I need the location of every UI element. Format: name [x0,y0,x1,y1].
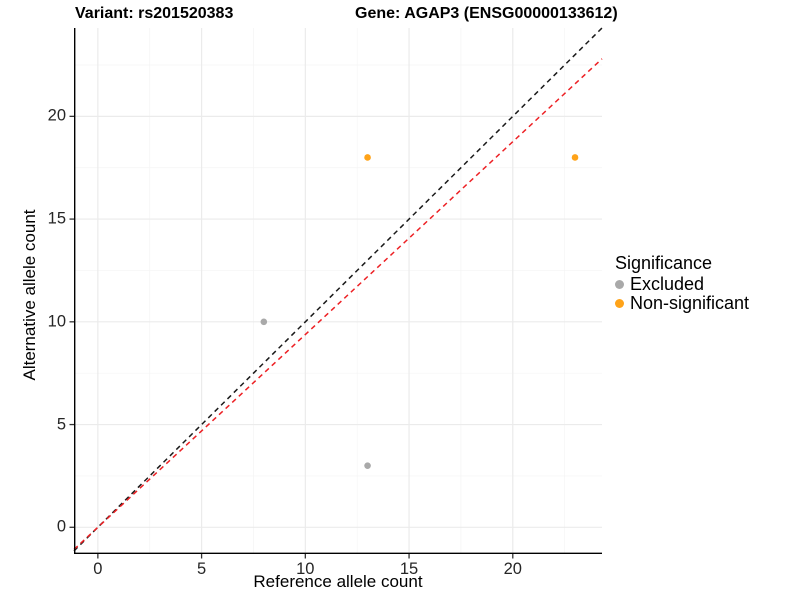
legend-item-label: Non-significant [630,293,750,313]
excluded-dot-icon [615,280,624,289]
data-point-non-significant [571,154,579,161]
identity-line [73,27,603,552]
y-tick-label: 20 [47,106,66,125]
data-point-non-significant [364,154,371,161]
x-tick-label: 20 [503,560,522,578]
data-point-excluded [260,318,268,326]
plot-panel [69,27,603,559]
legend-item-non-significant: Non-significant [615,294,749,313]
non-significant-dot-icon [615,299,624,308]
x-tick-label: 0 [93,560,103,578]
y-tick-label: 0 [56,517,66,536]
x-tick-label: 10 [296,560,315,578]
data-point-excluded [364,462,371,469]
y-axis-title: Alternative allele count [20,209,39,381]
ratio-line [73,58,603,551]
y-tick-label: 5 [56,415,66,434]
y-tick-label: 10 [47,312,66,331]
plot-title-gene: Gene: AGAP3 (ENSG00000133612) [355,5,618,22]
legend-title: Significance [615,253,713,273]
plot-title-variant: Variant: rs201520383 [75,5,234,22]
legend-item-excluded: Excluded [615,275,749,294]
legend-item-label: Excluded [630,274,705,294]
x-tick-label: 15 [399,560,419,578]
x-tick-label: 5 [196,560,207,578]
y-tick-label: 15 [47,209,66,228]
x-axis-title: Reference allele count [253,572,423,591]
legend: Significance Excluded Non-significant [615,253,749,313]
plot-canvas [69,27,603,559]
